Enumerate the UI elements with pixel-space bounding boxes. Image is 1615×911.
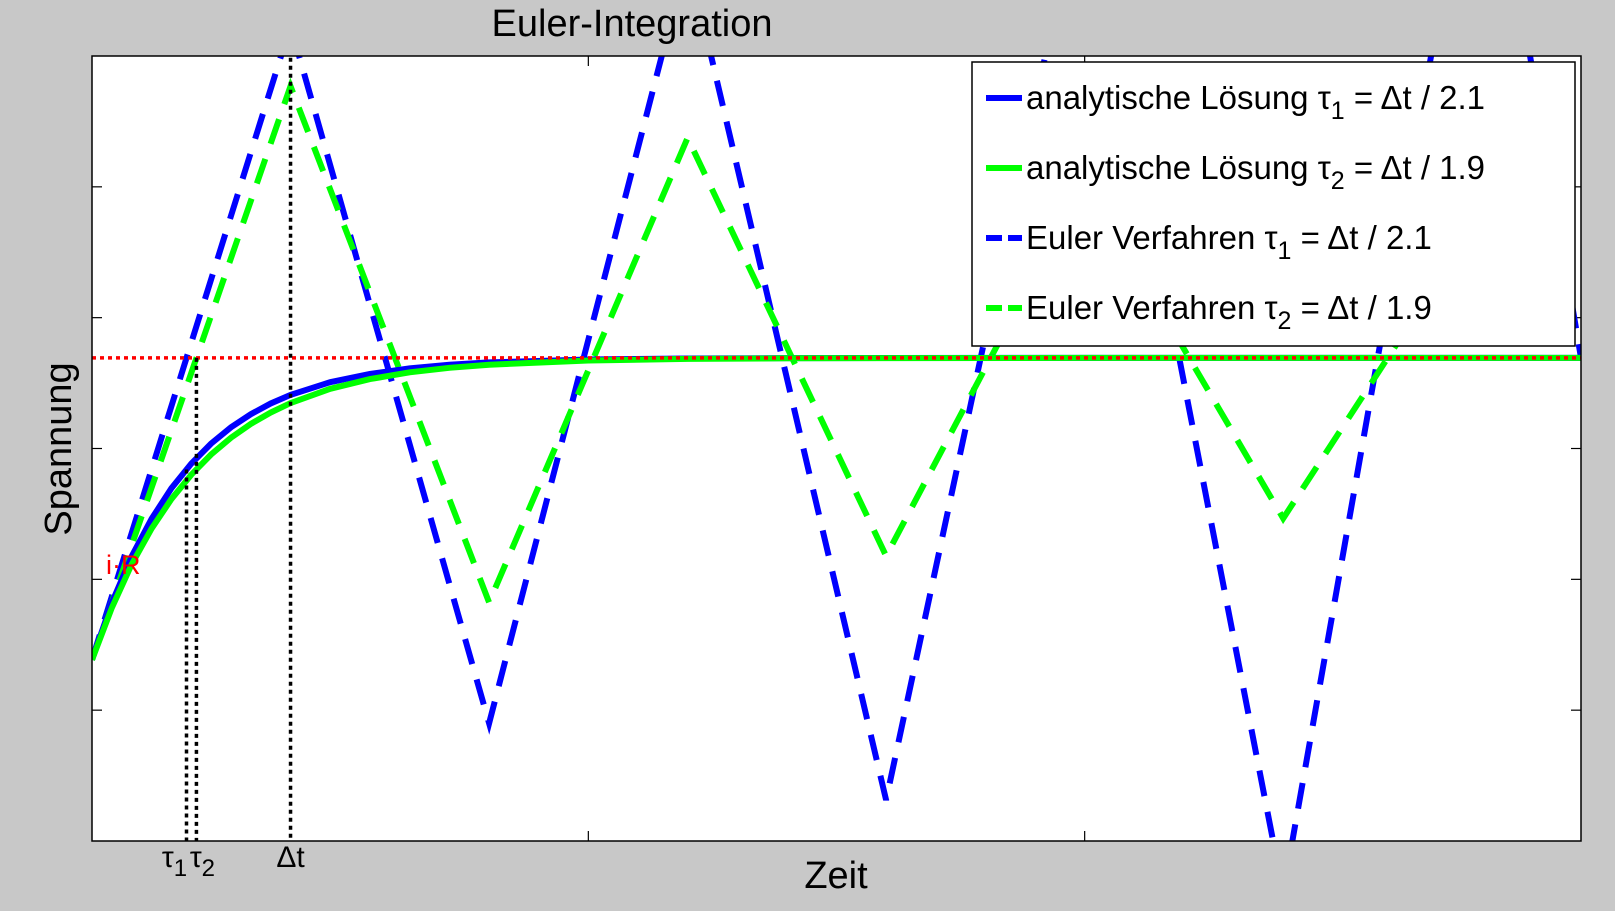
y-axis-label: Spannung <box>38 362 80 535</box>
legend: analytische Lösung τ1 = Δt / 2.1 analytis… <box>971 61 1576 347</box>
x-axis-label: Zeit <box>804 855 868 897</box>
x-tick-label: τ1 <box>162 841 187 882</box>
legend-label-3: Euler Verfahren τ1 = Δt / 2.1 <box>1026 219 1432 265</box>
legend-label-2: analytische Lösung τ2 = Δt / 1.9 <box>1026 149 1485 195</box>
legend-label-4: Euler Verfahren τ2 = Δt / 1.9 <box>1026 289 1432 335</box>
legend-box <box>971 61 1576 347</box>
x-tick-labels: τ1 τ2 Δt <box>162 841 305 882</box>
plot-frame <box>91 55 1582 842</box>
series-line-4 <box>92 354 1581 661</box>
reference-line-label: i·R <box>106 550 141 580</box>
marker-layer <box>92 56 1581 841</box>
y-axis-ticks <box>92 186 1581 711</box>
chart-title: Euler-Integration <box>492 3 773 45</box>
x-tick-label: τ2 <box>190 841 215 882</box>
legend-label-1: analytische Lösung τ1 = Δt / 2.1 <box>1026 79 1485 125</box>
x-tick-label: Δt <box>276 841 305 874</box>
